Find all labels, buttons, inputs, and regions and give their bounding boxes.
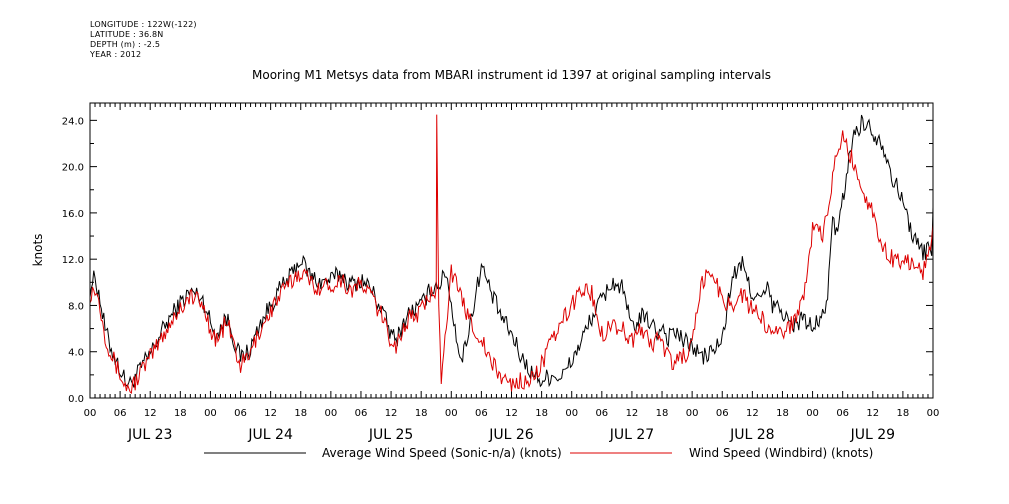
x-tick-label: 06 — [595, 408, 608, 419]
legend-label-sonic: Average Wind Speed (Sonic-n/a) (knots) — [322, 446, 562, 460]
x-tick-label: 00 — [204, 408, 217, 419]
x-tick-label: 12 — [866, 408, 879, 419]
y-tick-label: 4.0 — [68, 348, 84, 359]
x-tick-label: 18 — [415, 408, 428, 419]
y-axis-label: knots — [31, 234, 45, 267]
x-tick-label: 00 — [84, 408, 97, 419]
longitude-text: LONGITUDE : 122W(-122) — [90, 20, 197, 29]
x-tick-label: 12 — [385, 408, 398, 419]
x-day-label: JUL 27 — [609, 427, 654, 443]
x-tick-label: 18 — [535, 408, 548, 419]
x-tick-label: 18 — [174, 408, 187, 419]
latitude-text: LATITUDE : 36.8N — [90, 30, 164, 39]
y-tick-label: 0.0 — [68, 394, 84, 405]
x-tick-label: 12 — [144, 408, 157, 419]
x-tick-label: 00 — [565, 408, 578, 419]
legend: Average Wind Speed (Sonic-n/a) (knots) Wi… — [204, 446, 873, 460]
axis-labels: 00 06 12 18 00 06 12 18 00 06 12 18 00 06 12 18 00 06 12 18… — [31, 116, 939, 443]
chart-title: Mooring M1 Metsys data from MBARI instru… — [252, 68, 771, 82]
axis-ticks — [89, 103, 934, 399]
x-tick-label: 06 — [716, 408, 729, 419]
x-tick-label: 18 — [776, 408, 789, 419]
x-tick-label: 18 — [656, 408, 669, 419]
series-line-windbird — [89, 114, 934, 394]
y-tick-label: 8.0 — [68, 301, 84, 312]
x-day-label: JUL 25 — [368, 427, 413, 443]
y-tick-label: 24.0 — [62, 116, 84, 127]
x-tick-label: 00 — [324, 408, 337, 419]
x-tick-label: 18 — [897, 408, 910, 419]
x-tick-label: 12 — [626, 408, 639, 419]
metadata-block: LONGITUDE : 122W(-122) LATITUDE : 36.8N … — [90, 20, 197, 60]
x-tick-label: 06 — [114, 408, 127, 419]
x-tick-label: 00 — [927, 408, 940, 419]
x-tick-label: 06 — [234, 408, 247, 419]
x-tick-label: 00 — [806, 408, 819, 419]
plot-frame — [89, 102, 934, 399]
x-tick-label: 12 — [264, 408, 277, 419]
x-tick-label: 12 — [746, 408, 759, 419]
year-text: YEAR : 2012 — [90, 50, 142, 59]
x-tick-label: 00 — [445, 408, 458, 419]
x-tick-label: 06 — [475, 408, 488, 419]
x-tick-label: 06 — [355, 408, 368, 419]
x-day-label: JUL 23 — [127, 427, 172, 443]
x-day-label: JUL 26 — [488, 427, 534, 443]
y-tick-label: 12.0 — [62, 255, 84, 266]
x-day-label: JUL 29 — [850, 427, 895, 443]
x-tick-label: 12 — [505, 408, 518, 419]
series-line-sonic — [89, 114, 934, 388]
series-layer — [89, 114, 934, 394]
y-tick-label: 16.0 — [62, 209, 84, 220]
x-tick-label: 18 — [294, 408, 307, 419]
x-tick-label: 06 — [836, 408, 849, 419]
x-day-label: JUL 28 — [729, 427, 774, 443]
depth-text: DEPTH (m) : -2.5 — [90, 40, 161, 49]
x-day-label: JUL 24 — [247, 427, 293, 443]
y-tick-label: 20.0 — [62, 163, 84, 174]
x-tick-label: 00 — [686, 408, 699, 419]
legend-label-windbird: Wind Speed (Windbird) (knots) — [689, 446, 873, 460]
